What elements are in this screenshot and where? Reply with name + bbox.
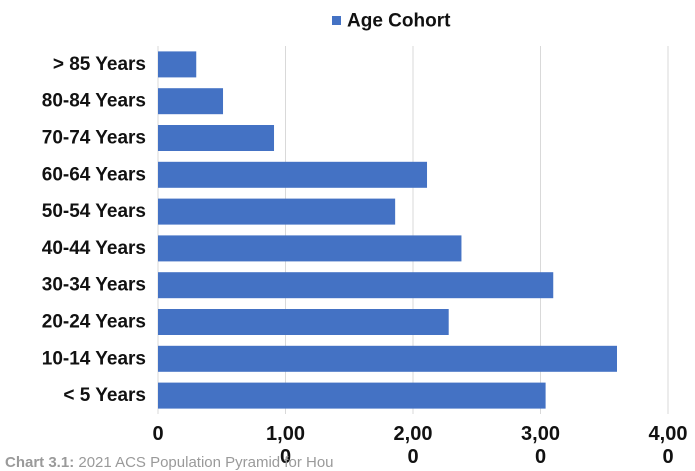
bar [158,309,449,335]
category-label: > 85 Years [53,54,146,75]
bar [158,382,546,409]
category-label: 70-74 Years [42,128,146,149]
category-label: < 5 Years [63,385,146,406]
category-label: 50-54 Years [42,201,146,222]
bar [158,198,396,225]
category-label: 40-44 Years [42,238,146,259]
caption-text: 2021 ACS Population Pyramid for Hou [74,454,334,471]
bar [158,88,224,115]
x-tick-label: 1,00 0 [266,423,305,468]
x-tick-label: 2,00 0 [394,423,433,468]
category-label: 80-84 Years [42,91,146,112]
legend-swatch [332,16,341,25]
chart-caption: Chart 3.1: 2021 ACS Population Pyramid f… [5,454,334,471]
category-label: 60-64 Years [42,164,146,185]
category-label: 20-24 Years [42,312,146,333]
category-label: 10-14 Years [42,348,146,369]
bars [158,51,617,409]
bar [158,51,197,78]
bar [158,345,617,372]
bar [158,161,428,188]
category-label: 30-34 Years [42,275,146,296]
x-tick-label: 0 [152,423,163,445]
x-tick-labels: 0 1,00 0 2,00 0 3,00 0 4,00 0 [152,423,687,468]
bar [158,125,275,151]
bar [158,272,554,299]
category-labels: > 85 Years 80-84 Years 70-74 Years 60-64 Ye… [42,54,146,406]
bar [158,235,462,262]
x-tick-label: 3,00 0 [521,423,560,468]
x-tick-label: 4,00 0 [649,423,688,468]
caption-label: Chart 3.1: [5,454,75,471]
legend-label: Age Cohort [347,11,451,32]
legend: Age Cohort [332,11,451,32]
